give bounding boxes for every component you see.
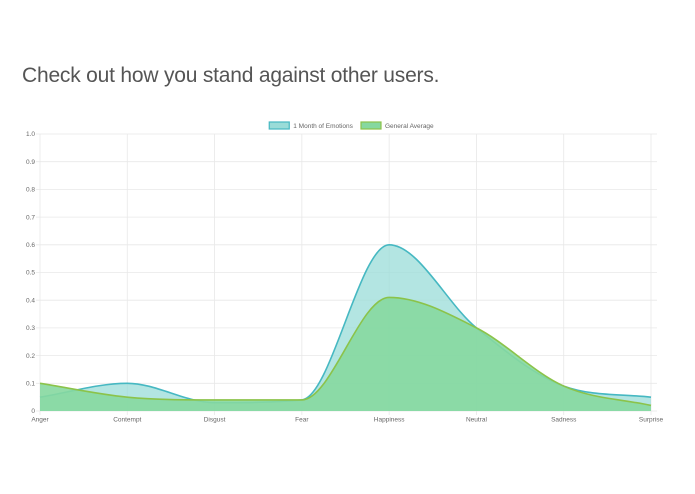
- series-area-1: [40, 297, 651, 411]
- x-tick-label: Happiness: [374, 417, 405, 424]
- y-tick-label: 0.1: [26, 381, 35, 388]
- y-tick-label: 0.3: [26, 325, 35, 332]
- y-tick-label: 0.7: [26, 214, 35, 221]
- y-tick-label: 0.5: [26, 270, 35, 277]
- x-axis: Anger Contempt Disgust Fear Happiness Neutral…: [31, 417, 663, 424]
- x-tick-label: Disgust: [204, 417, 226, 424]
- x-tick-label: Anger: [31, 417, 49, 424]
- y-tick-label: 0.9: [26, 159, 35, 166]
- y-tick-label: 0.4: [26, 297, 35, 304]
- y-tick-label: 0.6: [26, 242, 35, 249]
- y-tick-label: 0: [31, 408, 35, 415]
- x-tick-label: Neutral: [466, 417, 488, 424]
- y-tick-label: 0.8: [26, 187, 35, 194]
- page-headline: Check out how you stand against other us…: [22, 64, 440, 87]
- legend-label-1[interactable]: General Average: [385, 123, 434, 130]
- y-tick-label: 0.2: [26, 353, 35, 360]
- series-line-1: [39, 296, 652, 407]
- y-tick-label: 1.0: [26, 131, 35, 138]
- x-tick-label: Contempt: [113, 417, 141, 424]
- series-areas: [39, 243, 652, 411]
- x-tick-label: Surprise: [639, 417, 664, 424]
- x-tick-label: Sadness: [551, 417, 577, 424]
- y-axis: 0 0.1 0.2 0.3 0.4 0.5 0.6 0.7 0.8 0.9 1.0: [26, 131, 35, 415]
- x-tick-label: Fear: [295, 417, 309, 424]
- legend-label-0[interactable]: 1 Month of Emotions: [293, 123, 353, 130]
- legend-swatch-0[interactable]: [268, 121, 290, 130]
- legend[interactable]: 1 Month of Emotions General Average: [268, 121, 434, 130]
- legend-swatch-1[interactable]: [360, 121, 382, 130]
